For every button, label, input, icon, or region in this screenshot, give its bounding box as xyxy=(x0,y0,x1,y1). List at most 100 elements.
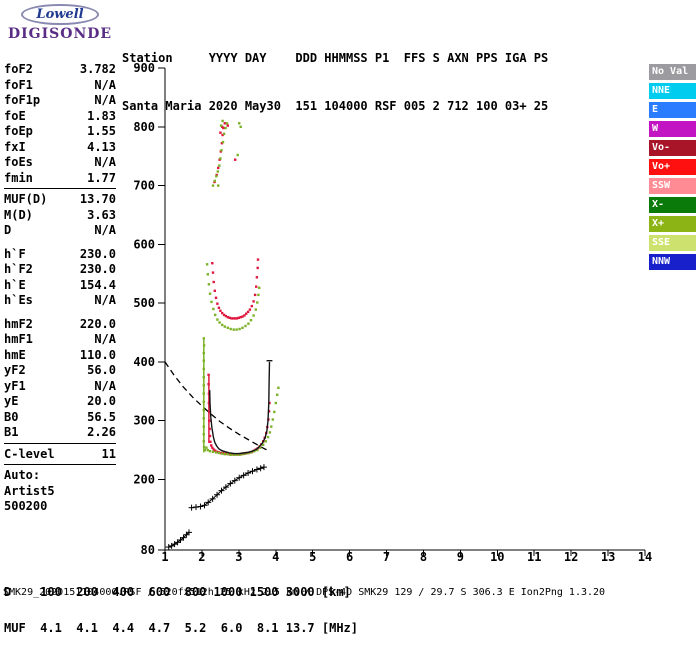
x-tick-label: 6 xyxy=(346,550,353,564)
y-tick-label: 600 xyxy=(133,237,155,251)
param-value: 230.0 xyxy=(79,246,116,261)
param-row: D N/A xyxy=(4,223,116,239)
muf-transmission-curve xyxy=(164,361,271,452)
param-label: foF1p xyxy=(4,93,41,107)
param-label: 500200 xyxy=(4,499,48,513)
param-value: 110.0 xyxy=(79,347,116,362)
logo-lowell-text: Lowell xyxy=(36,7,84,22)
param-value: N/A xyxy=(94,77,116,92)
param-label: fxI xyxy=(4,139,26,154)
param-label: B1 xyxy=(4,425,19,439)
legend-item-x: X+ xyxy=(649,216,696,232)
param-label: B0 xyxy=(4,409,19,424)
footer-status-line: SMK29_2020151104000.RSF / 520fx512h 25 k… xyxy=(3,587,606,598)
param-value: 1.83 xyxy=(87,108,116,123)
param-value: N/A xyxy=(94,332,116,346)
param-row: Auto: xyxy=(4,468,116,484)
param-label: h`F xyxy=(4,246,26,261)
param-row: foF1 N/A xyxy=(4,78,116,94)
legend-item-sse: SSE xyxy=(649,235,696,251)
param-label: h`Es xyxy=(4,293,33,307)
param-row: MUF(D) 13.70 xyxy=(4,192,116,208)
param-value: 2.26 xyxy=(87,425,116,439)
muf-row: MUF 4.1 4.1 4.4 4.7 5.2 6.0 8.1 13.7 [MH… xyxy=(4,621,359,635)
legend-item-vo: Vo+ xyxy=(649,159,696,175)
param-row: foF2 3.782 xyxy=(4,62,116,78)
legend-item-nnw: NNW xyxy=(649,254,696,270)
y-tick-label: 200 xyxy=(133,472,155,486)
multihop-red xyxy=(213,122,237,184)
y-tick-label: 300 xyxy=(133,414,155,428)
header-field-values: Santa Maria 2020 May30 151 104000 RSF 00… xyxy=(122,99,549,113)
legend-item-w: W xyxy=(649,121,696,137)
o-trace-hop2 xyxy=(211,258,260,320)
param-divider xyxy=(4,188,116,189)
param-row: foEp 1.55 xyxy=(4,124,116,140)
param-row: B1 2.26 xyxy=(4,425,116,441)
param-panel: foF2 3.782 foF1 N/A foF1p N/A foE 1.83 foEp 1.55 f… xyxy=(4,62,116,515)
param-row: Artist5 xyxy=(4,484,116,500)
x-tick-label: 1 xyxy=(161,550,168,564)
y-tick-label: 800 xyxy=(133,120,155,134)
x-tick-label: 8 xyxy=(420,550,427,564)
x-tick-label: 14 xyxy=(638,550,652,564)
x-tick-label: 11 xyxy=(527,550,541,564)
param-label: foEp xyxy=(4,124,33,138)
param-row: yF2 56.0 xyxy=(4,363,116,379)
legend-item-ssw: SSW xyxy=(649,178,696,194)
legend-item-nne: NNE xyxy=(649,83,696,99)
param-value: 1.55 xyxy=(87,124,116,138)
x-tick-label: 12 xyxy=(564,550,578,564)
legend: No Val NNE E W Vo- Vo+ SSW X- X+ SSE NNW xyxy=(649,64,696,273)
param-divider xyxy=(4,442,116,444)
param-value: N/A xyxy=(94,223,116,237)
param-value: N/A xyxy=(94,155,116,169)
lowell-digisonde-logo: Lowell DIGISONDE xyxy=(5,3,115,42)
param-row: fmin 1.77 xyxy=(4,171,116,187)
param-value: 56.5 xyxy=(87,409,116,424)
param-divider xyxy=(4,464,116,465)
param-label: h`E xyxy=(4,277,26,292)
param-value: 11 xyxy=(101,446,116,461)
param-label: hmE xyxy=(4,347,26,362)
param-row: hmF2 220.0 xyxy=(4,317,116,333)
param-label: yE xyxy=(4,394,19,408)
multihop-green xyxy=(211,119,242,187)
param-row: hmF1 N/A xyxy=(4,332,116,348)
param-value: 13.70 xyxy=(79,192,116,206)
param-value: 56.0 xyxy=(87,363,116,377)
legend-item-e: E xyxy=(649,102,696,118)
x-trace-hop2 xyxy=(205,263,261,331)
param-row: h`F2 230.0 xyxy=(4,262,116,278)
param-label: C-level xyxy=(4,446,55,461)
param-row: 500200 xyxy=(4,499,116,515)
param-row: foE 1.83 xyxy=(4,109,116,125)
y-tick-label: 900 xyxy=(133,61,155,75)
x-tick-label: 2 xyxy=(198,550,205,564)
x-tick-label: 5 xyxy=(309,550,316,564)
param-label: foEs xyxy=(4,155,33,169)
x-tick-label: 7 xyxy=(383,550,390,564)
param-label: fmin xyxy=(4,170,33,185)
y-tick-label: 500 xyxy=(133,296,155,310)
x-tick-label: 13 xyxy=(601,550,615,564)
x-tick-label: 10 xyxy=(490,550,504,564)
param-row: h`E 154.4 xyxy=(4,278,116,294)
param-label: hmF2 xyxy=(4,316,33,331)
param-label: hmF1 xyxy=(4,332,33,346)
x-tick-label: 9 xyxy=(457,550,464,564)
header-block: Station YYYY DAY DDD HHMMSS P1 FFS S AXN… xyxy=(122,18,548,130)
y-tick-label: 80 xyxy=(141,543,155,557)
param-value: 154.4 xyxy=(79,277,116,292)
param-row: M(D) 3.63 xyxy=(4,208,116,224)
logo-digisonde-text: DIGISONDE xyxy=(7,26,113,42)
param-label: Auto: xyxy=(4,468,41,482)
model-trace xyxy=(209,361,271,455)
param-value: N/A xyxy=(94,378,116,393)
legend-item-noval: No Val xyxy=(649,64,696,80)
header-field-names: Station YYYY DAY DDD HHMMSS P1 FFS S AXN… xyxy=(122,51,549,65)
param-label: foF1 xyxy=(4,77,33,92)
true-height-profile-e-markers xyxy=(165,529,192,551)
param-value: N/A xyxy=(94,293,116,307)
